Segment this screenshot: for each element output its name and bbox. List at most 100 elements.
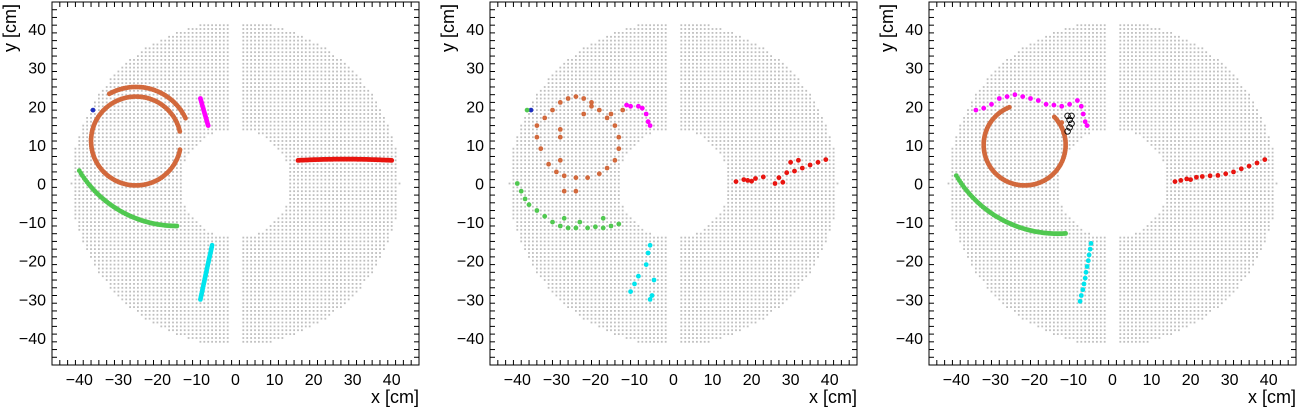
detector-cell	[304, 294, 307, 297]
detector-cell	[191, 275, 194, 278]
detector-cell	[199, 275, 202, 278]
detector-cell	[148, 151, 151, 154]
detector-cell	[390, 182, 393, 185]
detector-cell	[160, 66, 163, 69]
detector-cell	[293, 228, 295, 231]
detector-cell	[164, 43, 167, 46]
detector-cell	[129, 232, 131, 235]
detector-cell	[187, 43, 190, 46]
detector-cell	[265, 236, 268, 239]
detector-cell	[301, 163, 303, 166]
detector-cell	[117, 82, 120, 84]
detector-cell	[183, 213, 186, 216]
detector-cell	[328, 174, 331, 177]
detector-cell	[152, 132, 155, 135]
detector-cell	[179, 39, 182, 42]
detector-cell	[199, 337, 202, 339]
detector-cell	[308, 147, 311, 150]
detector-cell	[164, 124, 167, 127]
detector-cell	[98, 190, 100, 193]
detector-cell	[301, 120, 303, 123]
detector-cell	[379, 140, 381, 142]
detector-cell	[332, 124, 334, 127]
detector-cell	[246, 113, 249, 115]
detector-cell	[265, 47, 268, 50]
detector-cell	[289, 182, 292, 185]
detector-cell	[144, 201, 147, 204]
detector-cell	[109, 236, 112, 239]
detector-cell	[394, 205, 397, 208]
detector-cell	[160, 290, 163, 293]
detector-cell	[328, 290, 331, 293]
detector-cell	[343, 240, 346, 243]
detector-cell	[277, 105, 280, 108]
detector-cell	[125, 283, 128, 285]
detector-cell	[261, 47, 264, 50]
detector-cell	[320, 283, 323, 285]
detector-cell	[172, 74, 174, 77]
detector-cell	[109, 109, 112, 111]
detector-cell	[289, 225, 292, 227]
detector-cell	[351, 294, 354, 297]
detector-cell	[152, 290, 155, 293]
detector-cell	[144, 55, 147, 57]
detector-cell	[156, 86, 159, 88]
detector-cell	[324, 286, 327, 289]
detector-cell	[105, 228, 108, 231]
detector-cell	[98, 232, 100, 235]
detector-cell	[90, 117, 92, 119]
detector-cell	[183, 39, 186, 42]
detector-cell	[379, 171, 381, 173]
detector-cell	[121, 240, 124, 243]
detector-cell	[246, 263, 249, 266]
detector-cell	[160, 209, 163, 212]
detector-cell	[308, 201, 311, 204]
detector-cell	[156, 271, 159, 274]
detector-cell	[297, 140, 299, 142]
detector-cell	[156, 66, 159, 69]
detector-cell	[187, 302, 190, 305]
detector-cell	[312, 256, 315, 258]
detector-cell	[301, 321, 303, 324]
detector-cell	[82, 186, 85, 189]
detector-cell	[332, 256, 334, 258]
detector-cell	[109, 136, 112, 139]
detector-cell	[258, 263, 260, 266]
detector-cell	[297, 93, 299, 96]
detector-cell	[242, 267, 245, 270]
detector-cell	[164, 267, 167, 270]
detector-cell	[246, 329, 249, 332]
detector-cell	[98, 97, 100, 100]
detector-cell	[242, 28, 245, 30]
detector-cell	[297, 190, 299, 193]
detector-cell	[203, 321, 206, 324]
detector-cell	[301, 256, 303, 258]
detector-cell	[320, 221, 323, 223]
detector-cell	[195, 286, 198, 289]
detector-cell	[86, 221, 88, 223]
detector-cell	[148, 283, 151, 285]
detector-cell	[117, 290, 120, 293]
detector-cell	[297, 286, 299, 289]
detector-cell	[219, 55, 221, 57]
detector-cell	[289, 236, 292, 239]
detector-cell	[246, 78, 249, 81]
detector-cell	[343, 198, 346, 200]
detector-cell	[355, 194, 358, 196]
detector-cell	[261, 78, 264, 81]
detector-cell	[207, 43, 210, 46]
detector-cell	[332, 294, 334, 297]
detector-cell	[359, 82, 362, 84]
detector-cell	[156, 55, 159, 57]
detector-cell	[367, 263, 370, 266]
detector-cell	[203, 93, 206, 96]
detector-cell	[355, 155, 358, 158]
detector-cell	[219, 128, 221, 131]
detector-cell	[320, 117, 323, 119]
detector-cell	[269, 74, 272, 77]
detector-cell	[246, 275, 249, 278]
detector-cell	[304, 263, 307, 266]
detector-cell	[371, 93, 373, 96]
detector-cell	[242, 321, 245, 324]
detector-cell	[172, 140, 174, 142]
